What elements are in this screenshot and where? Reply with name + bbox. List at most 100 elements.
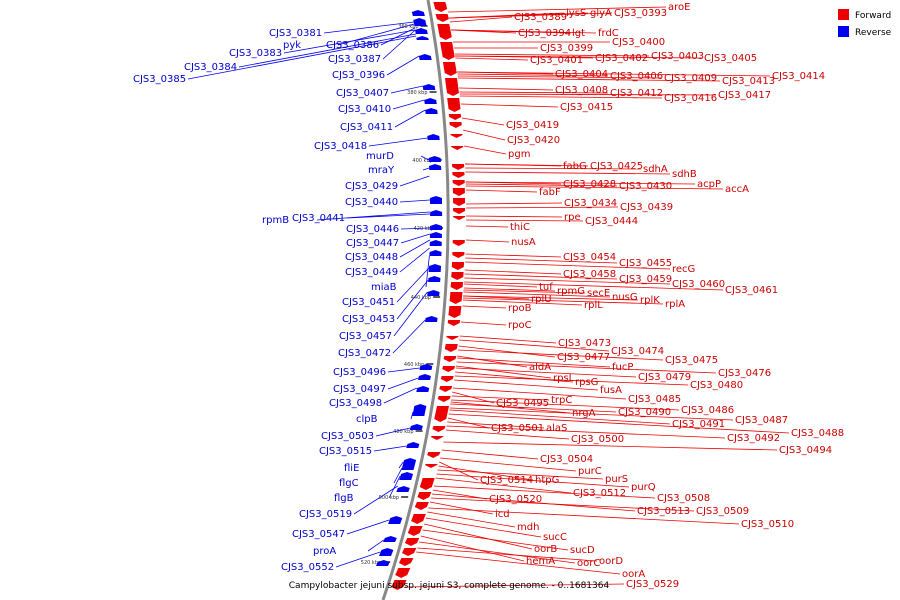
forward-leader-line xyxy=(449,16,513,23)
forward-leader-line xyxy=(464,273,618,280)
reverse-gene-label: CJS3_0383 xyxy=(229,48,282,59)
forward-leader-line xyxy=(463,289,586,294)
reverse-gene-label: clpB xyxy=(356,414,378,425)
reverse-gene-label: CJS3_0384 xyxy=(184,62,237,73)
forward-leader-line xyxy=(452,391,495,404)
forward-gene-label: sdhB xyxy=(672,169,697,180)
forward-gene-label: CJS3_0491 xyxy=(672,419,725,430)
forward-gene-feature xyxy=(452,188,465,196)
forward-gene-label: recG xyxy=(672,264,695,275)
reverse-leader-line xyxy=(399,175,430,187)
reverse-leader-line xyxy=(283,29,416,54)
reverse-gene-feature xyxy=(409,424,423,430)
forward-gene-label: CJS3_0458 xyxy=(563,269,616,280)
reverse-gene-feature xyxy=(430,224,443,230)
reverse-leader-line xyxy=(387,377,419,390)
reverse-leader-line xyxy=(187,35,417,80)
forward-leader-line xyxy=(428,507,740,525)
reverse-gene-feature xyxy=(416,36,429,40)
reverse-gene-label: pyk xyxy=(283,40,301,51)
forward-gene-feature xyxy=(440,42,455,60)
reverse-gene-label: CJS3_0448 xyxy=(345,252,398,263)
forward-gene-label: CJS3_0420 xyxy=(507,135,560,146)
forward-leader-line xyxy=(437,469,604,480)
forward-gene-label: rpsL xyxy=(553,373,575,384)
reverse-leader-line xyxy=(382,29,416,60)
tick-label: 500 kbp xyxy=(379,495,399,501)
forward-leader-line xyxy=(449,407,734,421)
forward-gene-label: CJS3_0406 xyxy=(610,71,663,82)
tick-label: 360 kbp xyxy=(398,24,418,30)
label-leader-lines xyxy=(187,6,790,588)
forward-gene-label: purS xyxy=(605,474,628,485)
reverse-leader-line xyxy=(392,319,426,354)
reverse-gene-label: CJS3_0547 xyxy=(292,529,345,540)
reverse-leader-line xyxy=(394,109,426,128)
legend-forward-label: Forward xyxy=(855,11,891,21)
forward-gene-feature xyxy=(449,122,462,128)
reverse-gene-feature xyxy=(418,374,431,380)
reverse-gene-feature xyxy=(429,250,442,256)
legend: Forward Reverse xyxy=(838,9,892,38)
forward-gene-feature xyxy=(432,426,446,432)
forward-gene-feature xyxy=(453,208,466,214)
forward-gene-feature xyxy=(427,452,441,458)
forward-gene-label: CJS3_0473 xyxy=(558,338,611,349)
forward-gene-label: CJS3_0460 xyxy=(672,279,725,290)
reverse-gene-feature xyxy=(424,98,437,104)
forward-leader-line xyxy=(445,429,570,440)
forward-leader-line xyxy=(422,529,569,551)
forward-gene-feature xyxy=(451,262,465,270)
reverse-gene-feature xyxy=(379,548,394,556)
forward-gene-label: rpoB xyxy=(508,303,532,314)
forward-gene-feature xyxy=(391,580,407,590)
reverse-gene-label: CJS3_0411 xyxy=(340,122,393,133)
reverse-gene-feature xyxy=(413,18,427,26)
forward-leader-line xyxy=(455,371,574,383)
reverse-leader-line xyxy=(346,213,431,219)
reverse-leader-line xyxy=(367,539,384,552)
forward-gene-label: CJS3_0439 xyxy=(620,202,673,213)
forward-gene-label: rplL xyxy=(584,300,603,311)
forward-gene-label: CJS3_0501 xyxy=(491,423,544,434)
reverse-leader-line xyxy=(383,387,418,404)
forward-gene-label: icd xyxy=(495,509,510,520)
reverse-gene-feature xyxy=(383,536,397,542)
forward-gene-feature xyxy=(437,396,451,402)
forward-gene-label: CJS3_0504 xyxy=(540,454,593,465)
reverse-gene-feature xyxy=(422,84,436,90)
forward-leader-line xyxy=(466,202,563,205)
forward-leader-line xyxy=(448,6,667,13)
forward-gene-label: frdC xyxy=(598,28,619,39)
reverse-leader-line xyxy=(390,85,423,94)
legend-forward-swatch xyxy=(838,9,849,20)
forward-gene-label: CJS3_0474 xyxy=(611,346,664,357)
forward-leader-line xyxy=(465,253,562,258)
forward-gene-label: fabF xyxy=(539,187,561,198)
forward-gene-label: nusG xyxy=(612,292,638,303)
reverse-leader-line xyxy=(398,461,404,469)
forward-leader-line xyxy=(458,345,556,358)
reverse-leader-line xyxy=(399,239,431,258)
forward-gene-label: CJS3_0402 xyxy=(595,53,648,64)
forward-leader-line xyxy=(427,511,516,528)
forward-leader-line xyxy=(466,219,584,222)
forward-leader-line xyxy=(424,523,533,550)
forward-gene-feature xyxy=(449,292,463,304)
reverse-leader-line xyxy=(238,33,416,68)
forward-leader-line xyxy=(459,93,717,96)
reverse-gene-label: CJS3_0503 xyxy=(321,431,374,442)
forward-gene-label: pgm xyxy=(508,149,530,160)
forward-leader-line xyxy=(457,71,771,77)
forward-gene-label: CJS3_0425 xyxy=(590,161,643,172)
forward-gene-label: rplK xyxy=(640,295,660,306)
forward-gene-feature xyxy=(448,114,462,120)
forward-leader-line xyxy=(449,12,613,19)
reverse-gene-label: CJS3_0472 xyxy=(338,348,391,359)
map-caption: Campylobacter jejuni subsp. jejuni S3, c… xyxy=(289,581,610,591)
reverse-gene-label: CJS3_0447 xyxy=(346,238,399,249)
forward-leader-line xyxy=(457,77,721,82)
reverse-leader-line xyxy=(393,291,428,337)
forward-gene-label: CJS3_0412 xyxy=(610,88,663,99)
tick-label: 420 kbp xyxy=(414,226,434,232)
